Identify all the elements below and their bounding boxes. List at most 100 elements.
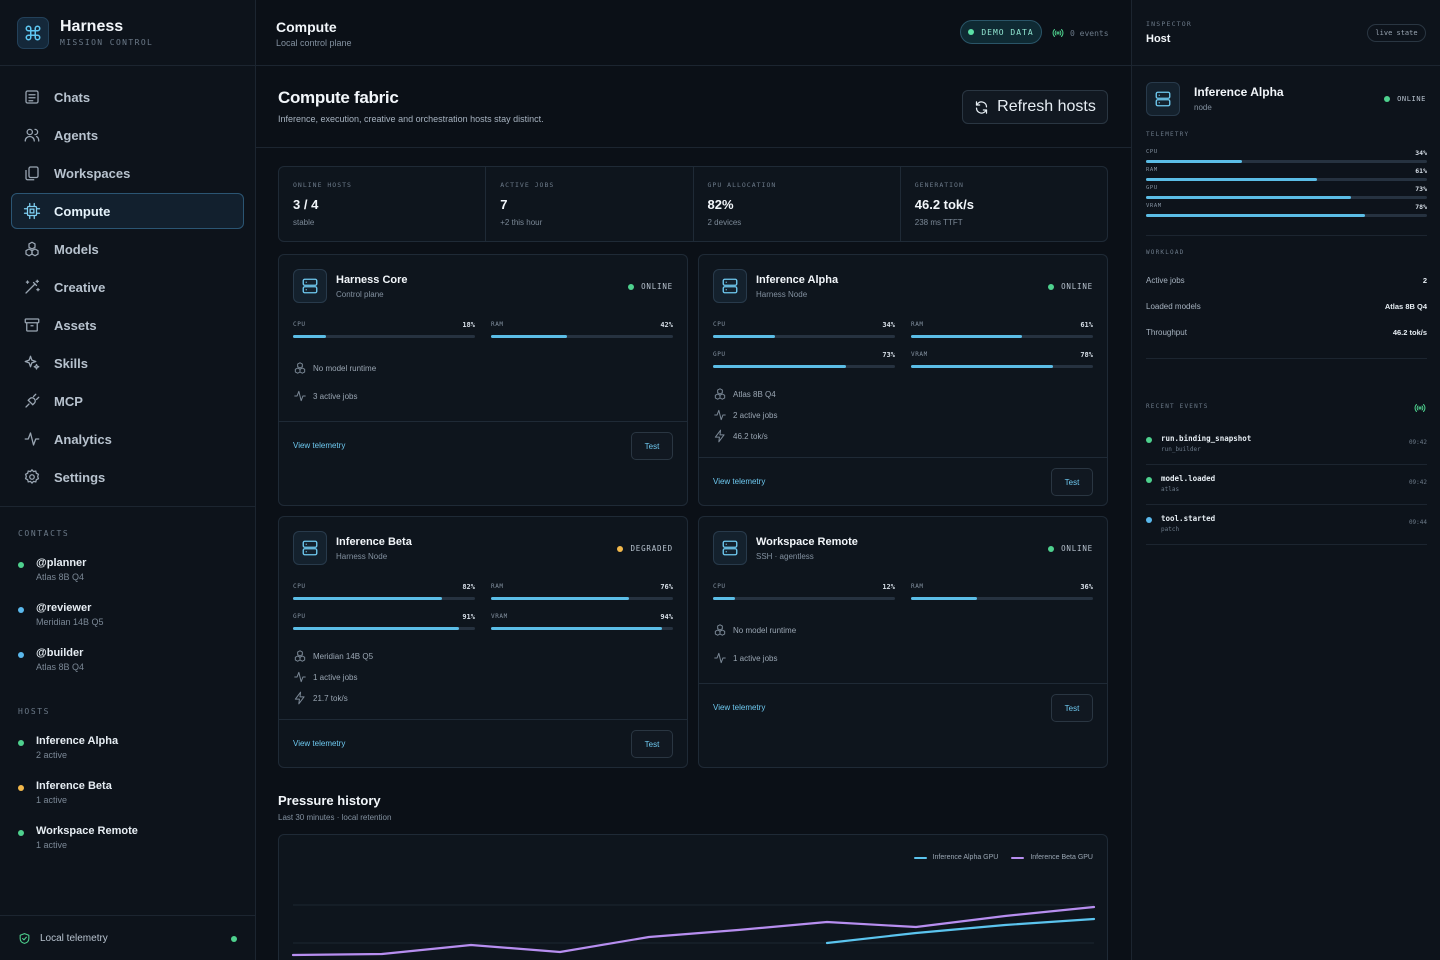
legend-item[interactable]: Inference Beta GPU [1011, 854, 1093, 861]
meter-value: 61% [1415, 167, 1427, 175]
nav-item-mcp[interactable]: MCP [11, 383, 244, 419]
view-telemetry-link[interactable]: View telemetry [293, 441, 346, 450]
boxes-icon [714, 388, 726, 400]
meter-label: RAM [1146, 167, 1158, 173]
nav-label: MCP [54, 393, 83, 409]
host-card-inference-alpha: Inference Alpha Harness Node ONLINE CPU 3… [698, 254, 1108, 506]
host-jobs: 1 active jobs [293, 670, 357, 684]
stat-value: 7 [500, 197, 508, 212]
telemetry-cpu: CPU 34% [1146, 149, 1427, 163]
nav-item-creative[interactable]: Creative [11, 269, 244, 305]
nav-item-assets[interactable]: Assets [11, 307, 244, 343]
contact-item[interactable]: @planner Atlas 8B Q4 [18, 557, 86, 582]
meter-fill [1146, 214, 1366, 217]
nav-item-settings[interactable]: Settings [11, 459, 244, 495]
host-sub: 2 active [36, 750, 68, 760]
meter-fill [293, 627, 459, 630]
meter-value: 12% [882, 583, 895, 591]
main-nav: Chats Agents Workspaces Compute Models C… [0, 66, 255, 495]
meter-ram: RAM 42% [491, 321, 673, 338]
test-button[interactable]: Test [1051, 694, 1093, 722]
test-button[interactable]: Test [631, 730, 673, 758]
event-row[interactable]: model.loaded atlas 09:42 [1146, 465, 1427, 505]
meter-value: 73% [882, 351, 895, 359]
telemetry-footer[interactable]: Local telemetry [0, 915, 255, 960]
status-text: ONLINE [1397, 95, 1426, 103]
stat-online-hosts: ONLINE HOSTS 3 / 4 stable [279, 167, 487, 241]
status-badge: ONLINE [1048, 282, 1093, 291]
server-icon [1146, 82, 1180, 116]
meter-track [911, 335, 1093, 338]
radio-icon[interactable] [1414, 402, 1426, 414]
meter-label: CPU [713, 321, 726, 328]
events-count: 0 events [1070, 28, 1109, 38]
meter-cpu: CPU 12% [713, 583, 895, 600]
meter-ram: RAM 36% [911, 583, 1093, 600]
test-button[interactable]: Test [1051, 468, 1093, 496]
brand-subtitle: MISSION CONTROL [60, 38, 154, 47]
host-item[interactable]: Workspace Remote 1 active [18, 825, 138, 850]
host-name: Harness Core [336, 274, 408, 286]
meter-value: 34% [1415, 149, 1427, 157]
refresh-hosts-button[interactable]: Refresh hosts [962, 90, 1108, 124]
meter-fill [1146, 178, 1318, 181]
meter-cpu: CPU 82% [293, 583, 475, 600]
nav-item-chats[interactable]: Chats [11, 79, 244, 115]
command-icon[interactable] [17, 16, 49, 49]
contact-name: @builder [36, 647, 84, 659]
stat-label: GPU ALLOCATION [707, 181, 777, 189]
meter-track [911, 597, 1093, 600]
nav-label: Assets [54, 317, 97, 333]
nav-item-models[interactable]: Models [11, 231, 244, 267]
contact-item[interactable]: @builder Atlas 8B Q4 [18, 647, 84, 672]
nav-item-agents[interactable]: Agents [11, 117, 244, 153]
brand-title: Harness [60, 18, 124, 35]
status-dot [617, 545, 624, 552]
legend-swatch [1011, 856, 1025, 859]
view-telemetry-link[interactable]: View telemetry [713, 703, 766, 712]
meter-track [713, 365, 895, 368]
bolt-icon [714, 429, 725, 443]
host-runtime: No model runtime [293, 361, 376, 375]
server-icon [713, 531, 747, 565]
nav-item-analytics[interactable]: Analytics [11, 421, 244, 457]
contact-item[interactable]: @reviewer Meridian 14B Q5 [18, 602, 104, 627]
recent-events-label: RECENT EVENTS [1146, 403, 1209, 410]
workload-key: Loaded models [1146, 302, 1201, 311]
nav-item-skills[interactable]: Skills [11, 345, 244, 381]
nav-item-compute[interactable]: Compute [11, 193, 244, 229]
host-role: Control plane [336, 290, 384, 299]
host-item[interactable]: Inference Alpha 2 active [18, 735, 118, 760]
nav-label: Creative [54, 279, 106, 295]
meter-track [293, 627, 475, 630]
header-title: Compute [276, 19, 337, 35]
legend-item[interactable]: Inference Alpha GPU [913, 854, 998, 861]
meter-gpu: GPU 91% [293, 613, 475, 630]
host-sub: 1 active [36, 795, 68, 805]
inspector-title: Host [1146, 33, 1171, 45]
view-telemetry-link[interactable]: View telemetry [713, 477, 766, 486]
event-row[interactable]: tool.started patch 09:44 [1146, 505, 1427, 545]
gear-icon [23, 468, 41, 486]
live-state-badge[interactable]: live state [1367, 24, 1426, 42]
plug-icon [23, 392, 41, 410]
meter-fill [713, 365, 846, 368]
activity-icon [714, 652, 726, 664]
meter-fill [911, 335, 1023, 338]
demo-data-badge[interactable]: DEMO DATA [960, 20, 1042, 44]
meter-track [1146, 160, 1427, 163]
view-telemetry-link[interactable]: View telemetry [293, 739, 346, 748]
status-dot [1048, 283, 1055, 290]
meter-label: CPU [1146, 149, 1158, 155]
events-indicator[interactable]: 0 events [1052, 27, 1109, 39]
host-item[interactable]: Inference Beta 1 active [18, 780, 112, 805]
boxes-icon [294, 650, 306, 662]
cpu-icon [23, 202, 41, 220]
event-row[interactable]: run.binding_snapshot run_builder 09:42 [1146, 425, 1427, 465]
nav-item-workspaces[interactable]: Workspaces [11, 155, 244, 191]
event-name: run.binding_snapshot [1161, 434, 1252, 443]
status-badge: ONLINE [1048, 544, 1093, 553]
pressure-history-title: Pressure history [278, 793, 381, 808]
series-line-1 [291, 905, 1096, 957]
test-button[interactable]: Test [631, 432, 673, 460]
